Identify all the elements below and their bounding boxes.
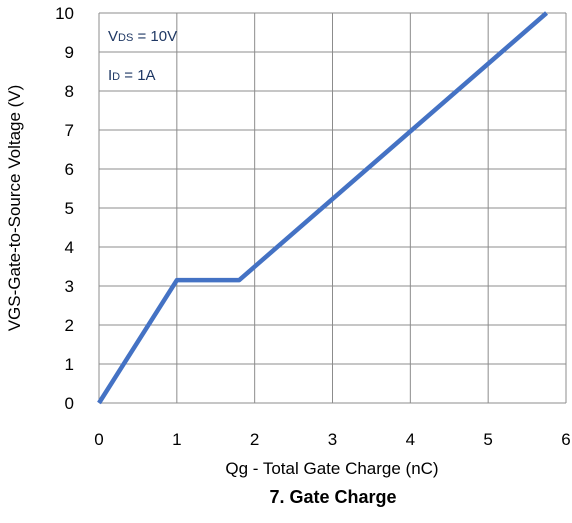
x-tick-label: 4 <box>406 430 415 449</box>
y-tick-label: 1 <box>65 355 74 374</box>
x-tick-label: 1 <box>172 430 181 449</box>
y-tick-label: 2 <box>65 316 74 335</box>
x-axis-title: Qg - Total Gate Charge (nC) <box>225 459 438 478</box>
x-tick-label: 2 <box>250 430 259 449</box>
annotation-layer: VDS = 10V ID = 1A <box>108 28 177 84</box>
condition-annotation: ID = 1A <box>108 67 156 84</box>
x-tick-label: 5 <box>483 430 492 449</box>
y-tick-label: 3 <box>65 277 74 296</box>
y-tick-label: 9 <box>65 43 74 62</box>
y-tick-label: 5 <box>65 199 74 218</box>
y-tick-label: 6 <box>65 160 74 179</box>
grid-layer <box>98 12 567 404</box>
tick-layer: 0 1 2 3 4 5 6 0 1 2 3 4 5 6 7 8 9 10 <box>55 4 571 449</box>
series-layer <box>97 11 549 405</box>
chart-title: 7. Gate Charge <box>269 487 396 507</box>
x-tick-label: 3 <box>328 430 337 449</box>
x-tick-label: 0 <box>94 430 103 449</box>
y-tick-label: 10 <box>55 4 74 23</box>
y-tick-label: 0 <box>65 394 74 413</box>
condition-annotation: VDS = 10V <box>108 28 177 45</box>
y-tick-label: 8 <box>65 82 74 101</box>
y-axis-title: VGS-Gate-to-Source Voltage (V) <box>5 85 24 332</box>
y-tick-label: 4 <box>65 238 74 257</box>
gate-charge-series-line <box>97 11 549 405</box>
x-tick-label: 6 <box>561 430 570 449</box>
y-tick-label: 7 <box>65 121 74 140</box>
